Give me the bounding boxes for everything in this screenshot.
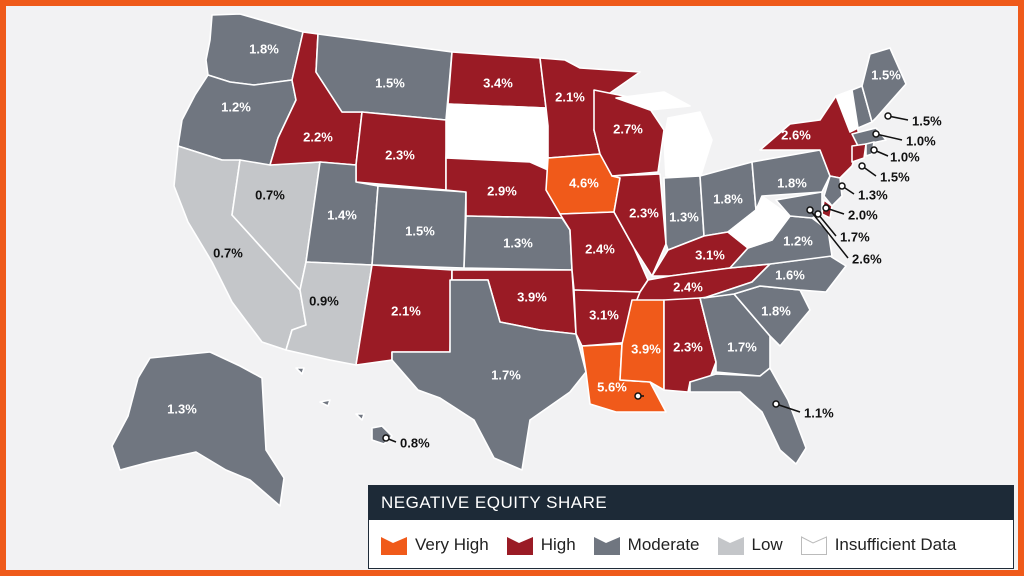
legend-label-low: Low <box>751 535 783 554</box>
label-CT: 1.5% <box>880 169 910 184</box>
swatch-very-high-icon <box>381 535 407 555</box>
legend-label-insufficient-data: Insufficient Data <box>834 535 957 554</box>
label-NV: 0.7% <box>255 187 285 202</box>
label-MD: 1.7% <box>840 229 870 244</box>
legend-title: NEGATIVE EQUITY SHARE <box>369 486 1013 520</box>
legend-item-very-high: Very High <box>381 535 489 555</box>
label-FL: 1.1% <box>804 405 834 420</box>
label-GA: 1.7% <box>727 339 757 354</box>
label-AL: 2.3% <box>673 339 703 354</box>
label-RI: 1.0% <box>890 149 920 164</box>
legend-label-moderate: Moderate <box>627 535 700 554</box>
label-VA: 1.2% <box>783 233 813 248</box>
label-TX: 1.7% <box>491 367 521 382</box>
label-PA: 1.8% <box>777 175 807 190</box>
swatch-insufficient-icon <box>800 535 827 555</box>
label-ND: 3.4% <box>483 75 513 90</box>
label-MT: 1.5% <box>375 75 405 90</box>
label-IA: 4.6% <box>569 175 599 190</box>
state-labels: 1.8% 1.2% 0.7% 0.7% 2.2% 1.5% 2.3% 1.4% … <box>167 41 942 450</box>
label-MO: 2.4% <box>585 241 615 256</box>
state-ME[interactable] <box>861 47 907 123</box>
state-IL[interactable] <box>611 173 667 277</box>
label-UT: 1.4% <box>327 207 357 222</box>
label-TN: 2.4% <box>673 279 703 294</box>
label-OR: 1.2% <box>221 99 251 114</box>
label-MN: 2.1% <box>555 89 585 104</box>
label-KY: 3.1% <box>695 247 725 262</box>
legend-item-insufficient-data: Insufficient Data <box>800 535 957 555</box>
callout-leaders <box>382 112 909 443</box>
label-AZ: 0.9% <box>309 293 339 308</box>
label-LA: 5.6% <box>597 379 627 394</box>
label-IL: 2.3% <box>629 205 659 220</box>
legend-item-moderate: Moderate <box>593 535 700 555</box>
label-MA: 1.0% <box>906 133 936 148</box>
label-DC: 2.6% <box>852 251 882 266</box>
label-CO: 1.5% <box>405 223 435 238</box>
legend-item-high: High <box>506 535 576 555</box>
label-NC: 1.6% <box>775 267 805 282</box>
state-NC[interactable] <box>703 255 847 299</box>
state-FL[interactable] <box>689 367 807 465</box>
label-NH: 1.5% <box>912 113 942 128</box>
label-DE: 2.0% <box>848 207 878 222</box>
label-HI: 0.8% <box>400 435 430 450</box>
label-IN: 1.3% <box>669 209 699 224</box>
label-WY: 2.3% <box>385 147 415 162</box>
label-NE: 2.9% <box>487 183 517 198</box>
label-NY: 2.6% <box>781 127 811 142</box>
swatch-moderate-icon <box>593 535 620 555</box>
state-TX[interactable] <box>391 279 587 471</box>
label-MS: 3.9% <box>631 341 661 356</box>
legend-items: Very High High Moderate Low Insufficient… <box>369 520 1013 570</box>
legend-item-low: Low <box>717 535 783 555</box>
label-SC: 1.8% <box>761 303 791 318</box>
label-AR: 3.1% <box>589 307 619 322</box>
label-MI: 2.1% <box>673 143 703 158</box>
swatch-low-icon <box>717 535 744 555</box>
label-WA: 1.8% <box>249 41 279 56</box>
swatch-high-icon <box>506 535 533 555</box>
state-AK[interactable] <box>111 351 285 507</box>
label-NM: 2.1% <box>391 303 421 318</box>
state-NJ[interactable] <box>823 175 843 207</box>
label-ME: 1.5% <box>871 67 901 82</box>
state-CT[interactable] <box>851 143 867 163</box>
label-WI: 2.7% <box>613 121 643 136</box>
label-OK: 3.9% <box>517 289 547 304</box>
label-KS: 1.3% <box>503 235 533 250</box>
label-AK: 1.3% <box>167 401 197 416</box>
label-CA: 0.7% <box>213 245 243 260</box>
legend-label-very-high: Very High <box>415 535 489 554</box>
state-HI[interactable] <box>295 367 393 445</box>
legend: NEGATIVE EQUITY SHARE Very High High Mod… <box>368 485 1014 569</box>
label-ID: 2.2% <box>303 129 333 144</box>
state-WY[interactable] <box>355 111 447 191</box>
legend-label-high: High <box>540 535 576 554</box>
label-OH: 1.8% <box>713 191 743 206</box>
label-NJ: 1.3% <box>858 187 888 202</box>
